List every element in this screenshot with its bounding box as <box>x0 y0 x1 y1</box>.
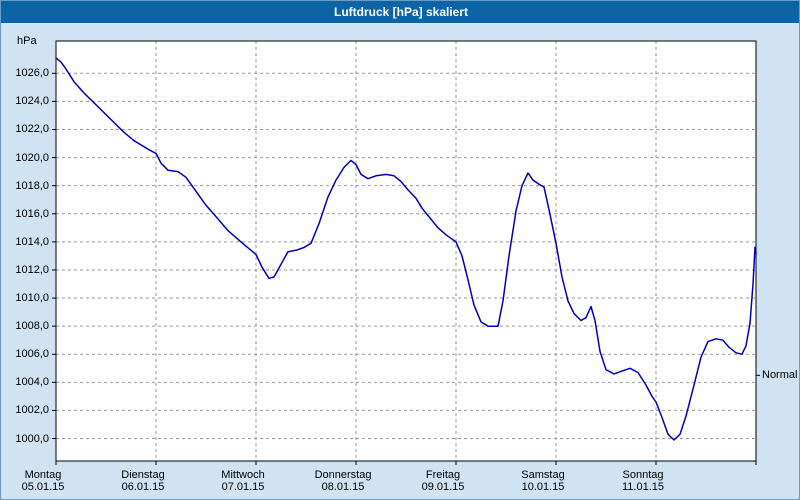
pressure-line-chart <box>52 40 760 465</box>
x-axis-date: 09.01.15 <box>421 481 465 493</box>
x-axis-tick-label: Donnerstag 08.01.15 <box>288 469 398 493</box>
x-axis-day-name: Mittwoch <box>221 469 265 481</box>
x-axis-date: 10.01.15 <box>521 481 565 493</box>
x-axis-tick-label: Sonntag 11.01.15 <box>588 469 698 493</box>
y-axis-tick-label: 1024,0 <box>15 95 49 108</box>
y-axis-tick-label: 1022,0 <box>15 123 49 136</box>
pressure-series-line <box>55 57 757 441</box>
x-axis-tick-label: Dienstag 06.01.15 <box>88 469 198 493</box>
normal-pressure-marker-label: Normal <box>762 369 798 382</box>
y-axis-tick-label: 1026,0 <box>15 67 49 80</box>
y-axis-tick-label: 1004,0 <box>15 376 49 389</box>
y-axis-tick-label: 1018,0 <box>15 179 49 192</box>
x-axis-tick-label: Mittwoch 07.01.15 <box>188 469 298 493</box>
x-axis-tick-label: Samstag 10.01.15 <box>488 469 598 493</box>
x-axis-day-name: Freitag <box>425 469 461 481</box>
y-axis-tick-label: 1010,0 <box>15 292 49 305</box>
y-axis-tick-label: 1000,0 <box>15 432 49 445</box>
x-axis-day-name: Donnerstag <box>314 469 372 481</box>
y-axis-unit-label: hPa <box>17 35 37 47</box>
x-axis-date: 08.01.15 <box>321 481 365 493</box>
x-axis-date: 11.01.15 <box>621 481 664 493</box>
window-titlebar: Luftdruck [hPa] skaliert <box>1 1 799 23</box>
x-axis-day-name: Dienstag <box>121 469 165 481</box>
y-axis-tick-label: 1020,0 <box>15 151 49 164</box>
x-axis-tick-label: Montag 05.01.15 <box>1 469 98 493</box>
x-axis-day-name: Sonntag <box>622 469 664 481</box>
chart-region: hPa 1026,0 1024,0 1022,0 1020,0 1018,0 1016,0… <box>1 23 799 499</box>
x-axis-date: 06.01.15 <box>121 481 165 493</box>
y-axis-tick-label: 1012,0 <box>15 263 49 276</box>
x-axis-date: 07.01.15 <box>221 481 265 493</box>
y-axis-tick-label: 1008,0 <box>15 320 49 333</box>
window-title: Luftdruck [hPa] skaliert <box>333 5 469 19</box>
x-axis-day-name: Samstag <box>521 469 565 481</box>
y-axis-tick-label: 1016,0 <box>15 207 49 220</box>
y-axis-tick-label: 1014,0 <box>15 235 49 248</box>
x-axis-date: 05.01.15 <box>21 481 65 493</box>
y-axis-tick-label: 1006,0 <box>15 348 49 361</box>
x-axis-day-name: Montag <box>24 469 62 481</box>
x-axis-tick-label: Freitag 09.01.15 <box>388 469 498 493</box>
y-axis-tick-label: 1002,0 <box>15 404 49 417</box>
